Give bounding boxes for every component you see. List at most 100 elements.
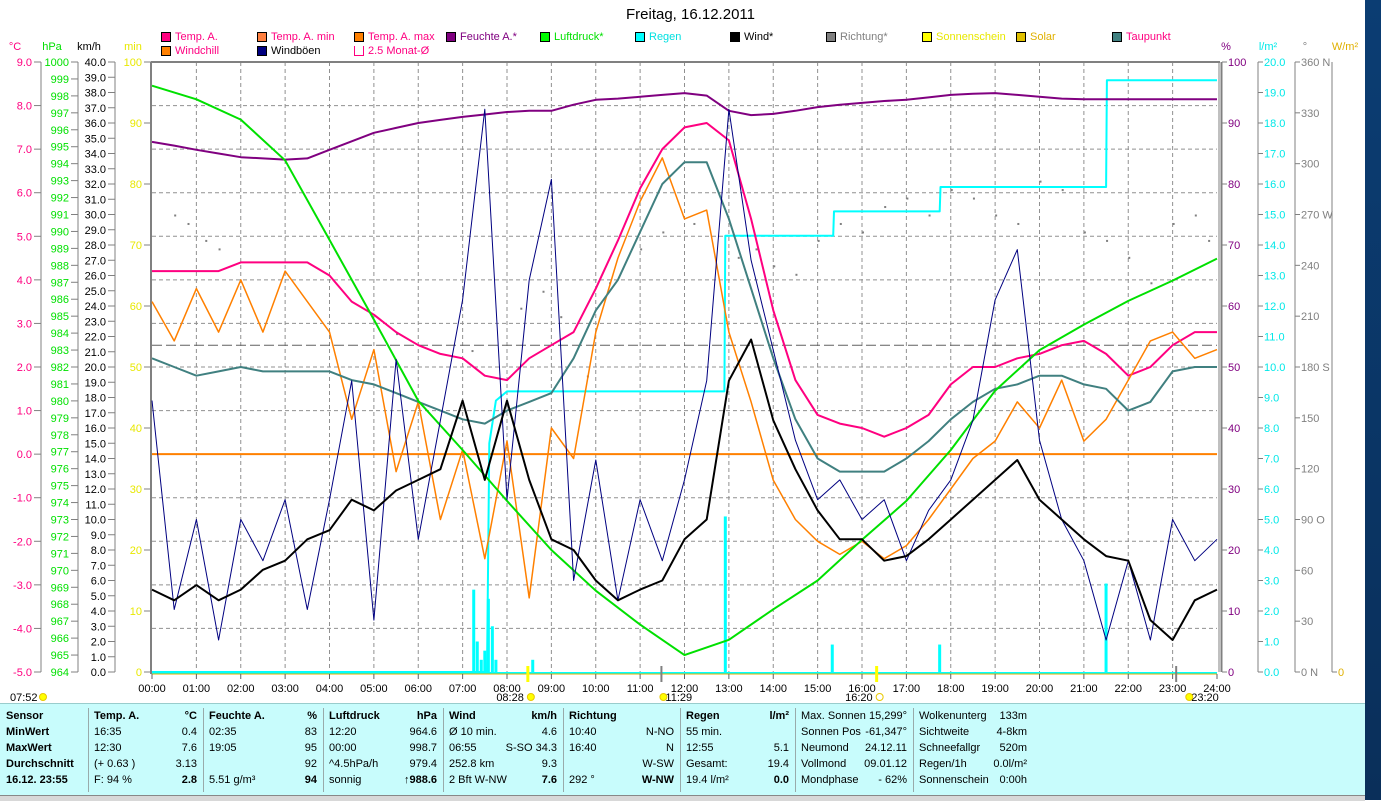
- panel-row: 16:40 N: [563, 740, 680, 756]
- humidity-tick-label: 70: [1228, 240, 1240, 252]
- panel-row: Mondphase - 62%: [795, 772, 913, 788]
- rain-tick-label: 4.0: [1264, 545, 1279, 557]
- time-tick-label: 04:00: [316, 683, 344, 695]
- legend-swatch: [922, 32, 932, 42]
- pressure-tick-label: 986: [51, 294, 69, 306]
- panel-column-header: Richtung: [563, 708, 680, 724]
- wind-tick-label: 9.0: [91, 530, 106, 542]
- legend-swatch: [826, 32, 836, 42]
- panel-row: F: 94 % 2.8: [88, 772, 203, 788]
- rain-tick-label: 11.0: [1264, 332, 1285, 344]
- series-temp-a-: [152, 122, 1217, 438]
- panel-row: Ø 10 min. 4.6: [443, 724, 563, 740]
- cell-label: 19:05: [209, 742, 237, 754]
- legend-item: Solar: [1016, 31, 1056, 43]
- pressure-tick-label: 994: [51, 159, 69, 171]
- temp-tick-label: 0.0: [17, 449, 32, 461]
- wind-tick-label: 2.0: [91, 637, 106, 649]
- panel-column-header: Temp. A. °C: [88, 708, 203, 724]
- cell-value: hPa: [416, 710, 437, 722]
- direction-point: [520, 307, 523, 310]
- cell-value: 83: [304, 726, 317, 738]
- weather-chart: 9.0 8.0 7.0 6.0 5.0 4.0 3.0 2.0 1.0 0.0 -1.0 -2.0 -3…: [9, 41, 1359, 703]
- rain-bar: [830, 644, 834, 672]
- direction-tick-label: 240: [1301, 260, 1319, 272]
- cell-label: Vollmond: [801, 758, 847, 770]
- cell-label: Gesamt:: [686, 758, 728, 770]
- wind-tick-label: 6.0: [91, 576, 106, 588]
- rain-tick-label: 16.0: [1264, 179, 1285, 191]
- wind-tick-label: 3.0: [91, 621, 106, 633]
- legend-swatch: [354, 46, 364, 56]
- direction-point: [1208, 239, 1211, 242]
- direction-point: [862, 231, 864, 234]
- wind-tick-label: 12.0: [85, 484, 106, 496]
- time-tick-label: 17:00: [893, 683, 921, 695]
- rain-tick-label: 8.0: [1264, 423, 1279, 435]
- rain-tick-label: 10.0: [1264, 362, 1285, 374]
- rain-bar: [723, 516, 727, 672]
- temp-tick-label: 1.0: [17, 406, 32, 418]
- cell-value: 19.4: [767, 758, 789, 770]
- legend-label: Temp. A. min: [271, 31, 335, 43]
- wind-tick-label: 33.0: [85, 164, 106, 176]
- panel-row: Durchschnitt: [0, 756, 88, 772]
- rain-bar: [494, 659, 498, 672]
- series-luftdruck: [151, 84, 1218, 657]
- rain-bar: [483, 650, 487, 672]
- series-windchill: [151, 157, 1218, 599]
- solar-tick-label: 0: [1338, 667, 1344, 679]
- cell-label: 16:35: [94, 726, 122, 738]
- direction-point: [1083, 231, 1086, 234]
- solar-unit-label: W/m²: [1332, 41, 1359, 53]
- cell-label: F: 94 %: [94, 774, 132, 786]
- pressure-tick-label: 976: [51, 464, 69, 476]
- sun_min-unit-label: min: [124, 41, 142, 53]
- panel-row: W-SW: [563, 756, 680, 772]
- panel-row: 00:00 998.7: [323, 740, 443, 756]
- sun-icon: [39, 693, 47, 701]
- direction-point: [560, 316, 563, 319]
- panel-row: 2 Bft W-NW 7.6: [443, 772, 563, 788]
- cell-label: 02:35: [209, 726, 237, 738]
- direction-tick-label: 360 N: [1301, 57, 1330, 69]
- direction-point: [906, 197, 909, 200]
- time-tick-label: 20:00: [1026, 683, 1054, 695]
- status-bar: [0, 795, 1365, 801]
- wind-tick-label: 5.0: [91, 591, 106, 603]
- rain-bar: [475, 641, 479, 672]
- panel-row: 02:35 83: [203, 724, 323, 740]
- panel-column-header: Feuchte A.%: [203, 708, 323, 724]
- wind-tick-label: 31.0: [85, 194, 106, 206]
- panel-column: Wind km/h Ø 10 min. 4.6 06:55 S-SO 34.3 252.8 …: [443, 708, 564, 792]
- wind-tick-label: 11.0: [85, 499, 106, 511]
- sun_min-tick-label: 40: [130, 423, 142, 435]
- direction-point: [1128, 256, 1131, 259]
- pressure-tick-label: 981: [51, 379, 69, 391]
- cell-value: W-SW: [642, 758, 674, 770]
- cell-label: 252.8 km: [449, 758, 495, 770]
- direction-point: [662, 231, 665, 234]
- rain-bar: [938, 644, 942, 672]
- direction-point: [737, 256, 740, 259]
- statistics-panel: Sensor MinWert MaxWert Durchschnitt 16.12. 2…: [0, 703, 1365, 796]
- panel-column: Feuchte A.% 02:35 83 19:05 95 92 5.51 g/m³ 94: [203, 708, 324, 792]
- event-time-label: 07:52: [10, 692, 38, 703]
- time-tick-label: 13:00: [715, 683, 743, 695]
- sun_min-tick-label: 80: [130, 179, 142, 191]
- legend-item: Temp. A. min: [257, 31, 335, 43]
- legend-item: Temp. A. max: [354, 31, 435, 43]
- cell-value: l/m²: [769, 710, 789, 722]
- rain-tick-label: 2.0: [1264, 606, 1279, 618]
- rain-tick-label: 3.0: [1264, 576, 1279, 588]
- direction-point: [205, 239, 208, 242]
- pressure-tick-label: 964: [51, 667, 69, 679]
- pressure-tick-label: 980: [51, 396, 69, 408]
- direction-point: [187, 222, 190, 225]
- panel-row: Sonnen Pos -61,347°: [795, 724, 913, 740]
- time-tick-label: 00:00: [138, 683, 166, 695]
- wind-tick-label: 8.0: [91, 545, 106, 557]
- legend-swatch: [161, 46, 171, 56]
- series-regen: [152, 79, 1217, 673]
- cell-label: Mondphase: [801, 774, 859, 786]
